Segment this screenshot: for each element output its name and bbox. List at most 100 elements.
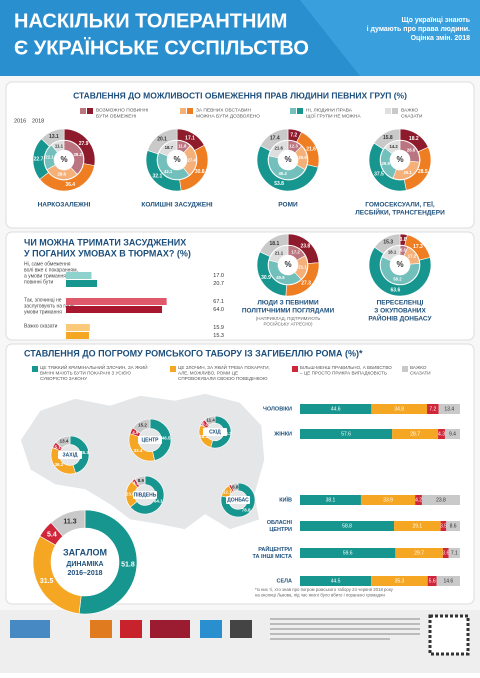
data-label: 7.2: [429, 406, 436, 412]
category-label: СЕЛА: [277, 578, 292, 584]
data-label: 18.1: [388, 250, 397, 255]
legend-label: АЛЕ, МОЖЛИВО, РОМИ ЦЕ: [178, 371, 238, 376]
data-label: 27.4: [188, 158, 197, 163]
data-label: 21.6: [306, 146, 316, 152]
data-label: 17.2: [291, 249, 300, 254]
legend-swatch: [290, 108, 296, 114]
legend-label: ЦЕ ТЯЖКИЙ КРИМІНАЛЬНИЙ ЗЛОЧИН, ЗА ЯКИЙ: [40, 363, 148, 370]
donut-segment: [51, 140, 65, 153]
region-name: ЗАХІД: [62, 452, 77, 458]
donut-segment: [268, 155, 306, 180]
fine-print-line: [270, 633, 420, 635]
bar: [66, 298, 167, 305]
data-label: 21.1: [275, 251, 284, 256]
region-tag: [138, 436, 162, 444]
bar-segment: [300, 429, 393, 439]
donut-segment: [50, 509, 86, 537]
bar-segment: [300, 548, 396, 558]
data-label: 8.6: [450, 523, 457, 529]
data-label: 20.9: [298, 155, 307, 160]
bar-segment: [300, 521, 395, 531]
center-label: %: [173, 155, 180, 164]
bar-segment: [300, 576, 372, 586]
category-label: а умови тримання: [24, 273, 66, 279]
total-subtitle: 2016–2018: [67, 570, 102, 577]
data-label: 29.1: [412, 523, 422, 529]
donut-segment: [78, 509, 138, 615]
category-label: РАЙЦЕНТРИ: [258, 545, 292, 553]
legend-label: НІ, ЛЮДИНИ ПРАВА: [306, 107, 353, 113]
legend-label: ВОЗМОЖНО ПОВИННІ: [96, 107, 148, 113]
data-label: 13.4: [60, 439, 69, 444]
legend-swatch: [87, 108, 93, 114]
data-label: 45.2: [279, 171, 288, 176]
bar-segment: [395, 548, 443, 558]
data-label: 11.8: [178, 143, 187, 148]
data-label: 11.3: [63, 519, 76, 526]
legend-swatch: [187, 108, 193, 114]
header-accent: [300, 0, 480, 76]
center-label: %: [396, 260, 403, 269]
logo: [90, 620, 112, 638]
value-label: 15.3: [213, 333, 224, 339]
group-name: ПЕРЕСЕЛЕНЦІ: [377, 300, 424, 307]
category-label: ОБЛАСНІ: [267, 520, 293, 526]
legend-label: ЗА ПЕВНИХ ОБСТАВИН: [196, 107, 251, 113]
data-label: 6.8: [232, 484, 239, 489]
data-label: 15.8: [383, 135, 393, 141]
category-label: Так, злочинці не: [24, 297, 62, 303]
subtitle: Оцінка змін. 2018: [411, 34, 470, 42]
region-tag: [58, 451, 82, 459]
data-label: 29.9: [382, 161, 391, 166]
donut-segment: [204, 415, 216, 426]
bar-segment: [440, 521, 447, 531]
data-label: 18.7: [165, 145, 174, 150]
bar-segment: [371, 404, 428, 414]
logo: [150, 620, 190, 638]
donut-segment: [380, 256, 420, 285]
bar-segment: [427, 404, 439, 414]
legend-year: 2018: [32, 118, 44, 124]
data-label: 3.6: [442, 550, 449, 556]
data-label: 26.8: [407, 147, 416, 152]
section-title: СТАВЛЕННЯ ДО ПОГРОМУ РОМСЬКОГО ТАБОРУ ІЗ…: [24, 348, 363, 358]
region-name: ДОНБАС: [227, 497, 249, 503]
data-label: 4.9: [132, 430, 139, 435]
section-box: [5, 81, 475, 229]
legend-swatch: [402, 366, 408, 372]
data-label: 13.1: [49, 134, 59, 140]
legend-swatch: [297, 108, 303, 114]
data-label: 6.2: [202, 422, 209, 427]
bar-segment: [448, 548, 460, 558]
value-label: 64.0: [213, 307, 224, 313]
data-label: 44.6: [331, 406, 341, 412]
category-label: Важко сказати: [24, 323, 58, 329]
footnote: на околиці Львова, під час якого було вб…: [255, 593, 385, 598]
bar-segment: [300, 404, 372, 414]
value-label: 67.1: [213, 299, 224, 305]
data-label: 27.9: [79, 141, 89, 147]
center-label: %: [396, 155, 403, 164]
data-label: 21.6: [275, 146, 284, 151]
bar-segment: [442, 548, 449, 558]
category-label: умови тримання: [24, 309, 62, 315]
fine-print-line: [270, 628, 420, 630]
title: НАСКІЛЬКИ ТОЛЕРАНТНИМ: [14, 10, 287, 32]
group-name: РОМИ: [278, 202, 298, 209]
data-label: 35.3: [395, 578, 405, 584]
data-label: 3.8: [400, 237, 407, 243]
donut-segment: [149, 418, 172, 461]
region-name: СХІД: [209, 429, 221, 435]
category-label: ТА ІНШІ МІСТА: [252, 554, 292, 560]
donut-segment: [259, 233, 289, 257]
data-label: 14.6: [443, 578, 453, 584]
data-label: 22.1: [45, 155, 54, 160]
subtitle: і думають про права людини.: [367, 25, 470, 33]
category-label: повинні бути: [24, 279, 54, 285]
legend-swatch: [392, 108, 398, 114]
group-name: ГОМОСЕКСУАЛИ, ГЕЇ,: [365, 201, 435, 209]
donut-segment: [158, 140, 178, 157]
region-name: ЦЕНТР: [142, 437, 160, 443]
data-label: 15.3: [383, 240, 393, 246]
footnote: *Із них ті, хто знав про погром ромськог…: [255, 587, 394, 592]
